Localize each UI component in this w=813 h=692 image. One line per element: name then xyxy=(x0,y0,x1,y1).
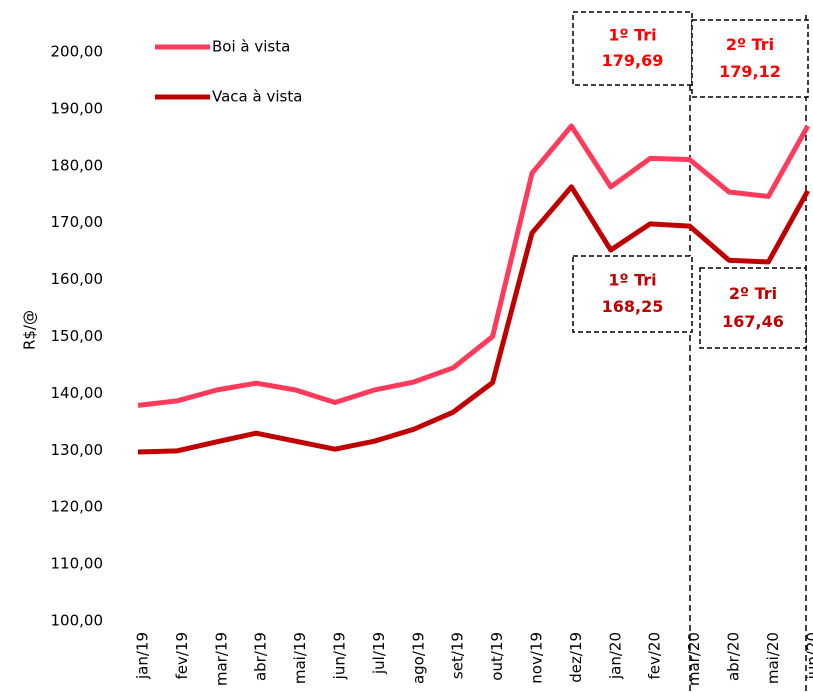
annotation-title: 2º Tri xyxy=(729,284,777,303)
x-tick-label: mar/20 xyxy=(685,632,703,686)
series-line xyxy=(137,184,810,455)
series-line xyxy=(137,123,810,408)
legend-label: Vaca à vista xyxy=(212,88,302,106)
y-tick-label: 100,00 xyxy=(51,612,104,630)
x-tick-label: out/19 xyxy=(488,632,506,681)
x-tick-label: mai/20 xyxy=(764,632,782,684)
x-tick-label: jun/20 xyxy=(803,632,813,680)
x-tick-label: jul/19 xyxy=(370,632,388,675)
x-tick-label: fev/19 xyxy=(173,632,191,680)
y-axis-label: R$/@ xyxy=(21,310,39,350)
x-tick-label: jun/19 xyxy=(331,632,349,680)
y-tick-label: 120,00 xyxy=(51,498,104,516)
annotation-text: 179,69 xyxy=(602,51,664,70)
y-tick-label: 140,00 xyxy=(51,384,104,402)
x-tick-label: set/19 xyxy=(449,632,467,679)
annotation-text: 168,25 xyxy=(602,297,664,316)
annotation-box xyxy=(572,11,693,86)
x-tick-label: fev/20 xyxy=(646,632,664,680)
annotation-title: 1º Tri xyxy=(608,26,656,45)
legend-label: Boi à vista xyxy=(212,38,290,56)
annotation-title: 2º Tri xyxy=(726,35,774,54)
x-tick-label: mai/19 xyxy=(291,632,309,684)
y-tick-label: 200,00 xyxy=(51,43,104,61)
annotation-title: 1º Tri xyxy=(608,271,656,290)
y-tick-label: 110,00 xyxy=(51,555,104,573)
x-tick-label: abr/19 xyxy=(252,632,270,681)
y-tick-label: 190,00 xyxy=(51,99,104,117)
annotation-box xyxy=(572,255,693,333)
y-tick-label: 170,00 xyxy=(51,213,104,231)
annotation-text: 179,12 xyxy=(719,62,781,81)
y-tick-label: 160,00 xyxy=(51,270,104,288)
x-tick-label: abr/20 xyxy=(725,632,743,681)
annotation-box xyxy=(691,19,809,98)
y-tick-label: 150,00 xyxy=(51,327,104,345)
x-tick-label: jan/19 xyxy=(134,632,152,680)
x-tick-label: nov/19 xyxy=(528,632,546,684)
annotation-text: 167,46 xyxy=(722,312,784,331)
y-tick-label: 180,00 xyxy=(51,156,104,174)
annotation-box xyxy=(699,267,807,349)
y-tick-label: 130,00 xyxy=(51,441,104,459)
x-tick-label: mar/19 xyxy=(212,632,230,686)
x-tick-label: dez/19 xyxy=(567,632,585,683)
x-tick-label: jan/20 xyxy=(606,632,624,680)
x-tick-label: ago/19 xyxy=(409,632,427,684)
